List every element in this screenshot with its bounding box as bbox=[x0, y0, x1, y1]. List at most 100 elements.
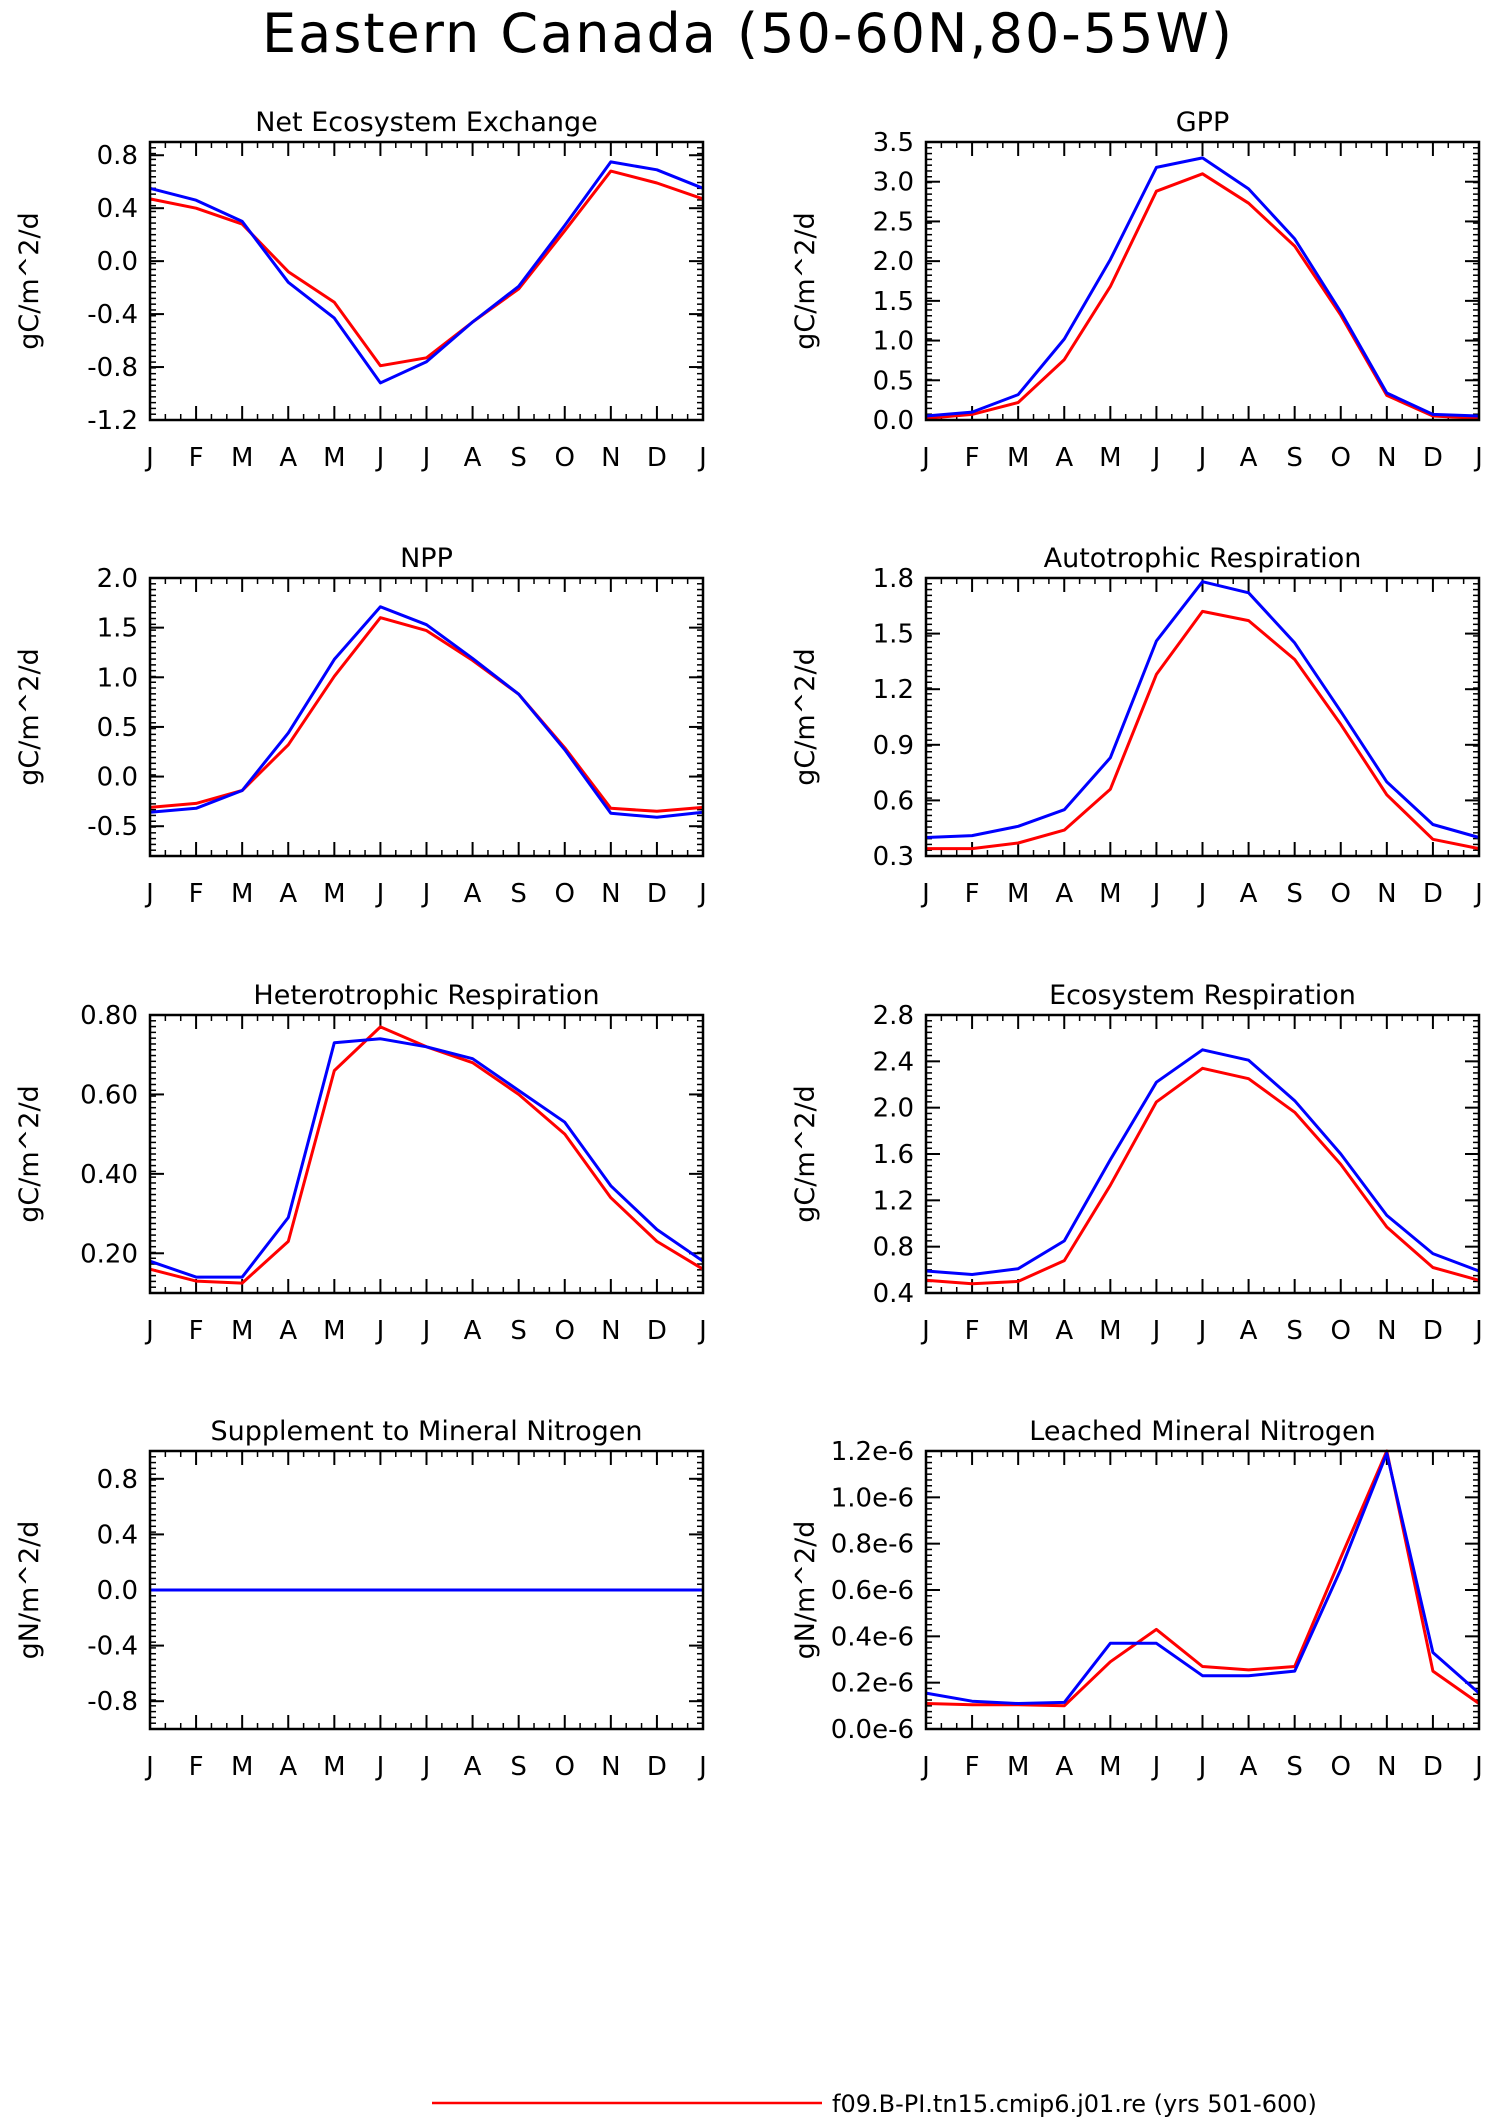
x-tick-label: J bbox=[697, 443, 707, 473]
y-tick-label: 1.0 bbox=[97, 663, 138, 693]
x-tick-label: J bbox=[144, 879, 154, 909]
series-line-red bbox=[149, 1025, 704, 1285]
y-tick-label: 1.2e-6 bbox=[831, 1437, 914, 1467]
series-line-red bbox=[149, 616, 704, 813]
x-tick-label: M bbox=[1007, 443, 1029, 473]
y-axis-label: gN/m^2/d bbox=[14, 1521, 45, 1660]
y-axis-label: gC/m^2/d bbox=[14, 1085, 45, 1222]
x-tick-label: J bbox=[1151, 443, 1161, 473]
y-tick-label: 0.4 bbox=[873, 1279, 914, 1309]
x-tick-label: A bbox=[279, 879, 297, 909]
x-tick-label: S bbox=[1286, 1316, 1303, 1346]
panel-4: Autotrophic Respiration gC/m^2/d 0.3 0.6 0.9… bbox=[790, 543, 1483, 909]
x-tick-label: N bbox=[601, 1316, 620, 1346]
legend: f09.B-PI.tn15.cmip6.j01.re (yrs 501-600) bbox=[432, 2090, 1317, 2118]
x-tick-label: J bbox=[144, 1752, 154, 1782]
y-axis-label: gC/m^2/d bbox=[790, 648, 821, 785]
y-tick-label: 0.0 bbox=[97, 247, 138, 277]
y-tick-label: -0.8 bbox=[87, 353, 138, 383]
x-tick-label: M bbox=[1007, 1752, 1029, 1782]
x-tick-label: D bbox=[647, 1316, 667, 1346]
series-line-red bbox=[149, 169, 704, 368]
x-tick-label: M bbox=[1099, 443, 1121, 473]
x-tick-label: M bbox=[1007, 1316, 1029, 1346]
x-tick-label: S bbox=[1286, 879, 1303, 909]
x-tick-label: A bbox=[1055, 1752, 1073, 1782]
x-tick-label: J bbox=[920, 1316, 930, 1346]
x-tick-label: N bbox=[601, 443, 620, 473]
x-tick-label: O bbox=[555, 1316, 575, 1346]
panel-title: Heterotrophic Respiration bbox=[253, 980, 599, 1011]
plot-frame bbox=[924, 1013, 1481, 1295]
x-tick-label: F bbox=[965, 1752, 980, 1782]
y-tick-label: 0.4 bbox=[97, 1520, 138, 1550]
x-tick-label: A bbox=[1055, 879, 1073, 909]
y-tick-label: 2.4 bbox=[873, 1047, 914, 1077]
x-tick-label: J bbox=[375, 1752, 385, 1782]
x-tick-label: M bbox=[1099, 879, 1121, 909]
x-tick-label: S bbox=[510, 879, 527, 909]
y-tick-label: 0.3 bbox=[873, 842, 914, 872]
x-tick-label: J bbox=[697, 1316, 707, 1346]
x-tick-label: O bbox=[1331, 443, 1351, 473]
y-tick-label: 1.5 bbox=[873, 287, 914, 317]
plot-frame bbox=[924, 1449, 1481, 1731]
y-tick-label: 0.2e-6 bbox=[831, 1669, 914, 1699]
x-tick-label: O bbox=[555, 879, 575, 909]
y-tick-label: 1.2 bbox=[873, 675, 914, 705]
x-tick-label: A bbox=[1240, 443, 1258, 473]
x-tick-label: M bbox=[231, 879, 253, 909]
x-tick-label: F bbox=[189, 1752, 204, 1782]
x-tick-label: J bbox=[375, 879, 385, 909]
series-line-blue bbox=[925, 1048, 1480, 1276]
panel-title: Autotrophic Respiration bbox=[1044, 543, 1362, 574]
x-tick-label: J bbox=[1473, 879, 1483, 909]
x-tick-label: M bbox=[231, 1752, 253, 1782]
series-line-blue bbox=[925, 156, 1480, 418]
y-tick-label: 3.5 bbox=[873, 128, 914, 158]
y-tick-label: 2.0 bbox=[97, 564, 138, 594]
x-tick-label: J bbox=[144, 443, 154, 473]
x-tick-label: J bbox=[697, 1752, 707, 1782]
y-tick-label: -1.2 bbox=[87, 406, 138, 436]
y-tick-label: -0.8 bbox=[87, 1687, 138, 1717]
x-tick-label: F bbox=[189, 443, 204, 473]
x-tick-label: A bbox=[1240, 879, 1258, 909]
y-tick-label: 0.5 bbox=[97, 713, 138, 743]
x-tick-label: N bbox=[1377, 879, 1396, 909]
y-axis-label: gC/m^2/d bbox=[790, 212, 821, 349]
x-tick-label: D bbox=[647, 443, 667, 473]
x-tick-label: S bbox=[510, 1752, 527, 1782]
x-tick-label: A bbox=[464, 1316, 482, 1346]
x-tick-label: M bbox=[1099, 1752, 1121, 1782]
y-axis-label: gC/m^2/d bbox=[14, 648, 45, 785]
panel-title: Leached Mineral Nitrogen bbox=[1029, 1416, 1375, 1447]
panel-5: Heterotrophic Respiration gC/m^2/d 0.20 0.4… bbox=[14, 980, 707, 1346]
y-axis-label: gC/m^2/d bbox=[790, 1085, 821, 1222]
x-tick-label: D bbox=[647, 1752, 667, 1782]
x-tick-label: A bbox=[464, 1752, 482, 1782]
x-tick-label: M bbox=[1099, 1316, 1121, 1346]
y-tick-label: 0.9 bbox=[873, 731, 914, 761]
x-tick-label: A bbox=[464, 879, 482, 909]
x-tick-label: N bbox=[601, 879, 620, 909]
panel-8: Leached Mineral Nitrogen gN/m^2/d 0.0e-6 0.… bbox=[790, 1416, 1483, 1782]
x-tick-label: A bbox=[279, 1316, 297, 1346]
x-tick-label: M bbox=[323, 1752, 345, 1782]
x-tick-label: J bbox=[375, 1316, 385, 1346]
x-tick-label: N bbox=[601, 1752, 620, 1782]
x-tick-label: A bbox=[464, 443, 482, 473]
panel-7: Supplement to Mineral Nitrogen gN/m^2/d -0… bbox=[14, 1416, 707, 1782]
x-tick-label: M bbox=[231, 1316, 253, 1346]
x-tick-label: A bbox=[1240, 1316, 1258, 1346]
x-tick-label: F bbox=[965, 879, 980, 909]
y-tick-label: 0.8 bbox=[97, 141, 138, 171]
x-tick-label: D bbox=[1423, 443, 1443, 473]
x-tick-label: J bbox=[1151, 1316, 1161, 1346]
x-tick-label: F bbox=[189, 1316, 204, 1346]
plot-frame bbox=[148, 576, 705, 858]
x-tick-label: J bbox=[1197, 1752, 1207, 1782]
series-line-blue bbox=[149, 605, 704, 819]
y-axis-label: gC/m^2/d bbox=[14, 212, 45, 349]
